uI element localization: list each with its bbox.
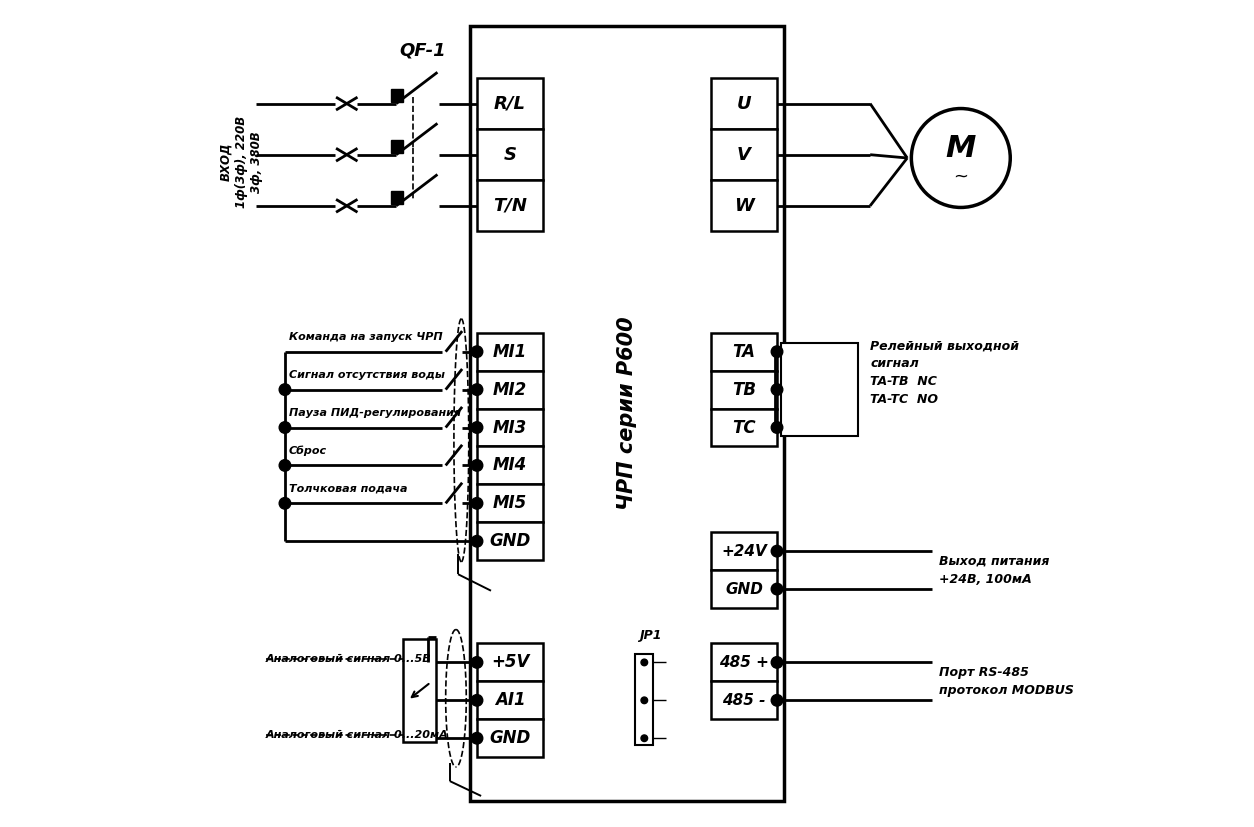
Text: Сброс: Сброс [290, 445, 327, 456]
FancyBboxPatch shape [403, 639, 436, 743]
Text: MI4: MI4 [493, 457, 527, 475]
Bar [391, 140, 403, 153]
FancyBboxPatch shape [470, 26, 784, 801]
Text: ВХОД
1ф(3ф), 220В
3ф, 380В: ВХОД 1ф(3ф), 220В 3ф, 380В [219, 116, 263, 208]
Circle shape [280, 498, 291, 509]
Circle shape [641, 697, 647, 704]
Text: T/N: T/N [493, 197, 527, 215]
Circle shape [472, 536, 483, 547]
Circle shape [771, 346, 782, 357]
Text: MI2: MI2 [493, 380, 527, 399]
Text: Толчковая подача: Толчковая подача [290, 484, 408, 494]
FancyBboxPatch shape [711, 332, 777, 370]
Text: V: V [737, 146, 751, 164]
FancyBboxPatch shape [781, 343, 858, 436]
FancyBboxPatch shape [477, 409, 543, 447]
FancyBboxPatch shape [711, 681, 777, 719]
Circle shape [771, 422, 782, 433]
Circle shape [472, 346, 483, 357]
FancyBboxPatch shape [477, 180, 543, 232]
FancyBboxPatch shape [477, 78, 543, 129]
Text: AI1: AI1 [494, 691, 525, 710]
Text: ЧРП серии P600: ЧРП серии P600 [617, 317, 637, 510]
FancyBboxPatch shape [711, 129, 777, 180]
Text: TA: TA [732, 342, 756, 361]
Text: S: S [503, 146, 517, 164]
FancyBboxPatch shape [477, 681, 543, 719]
FancyBboxPatch shape [636, 654, 653, 745]
Text: MI1: MI1 [493, 342, 527, 361]
FancyBboxPatch shape [711, 643, 777, 681]
Text: TB: TB [732, 380, 756, 399]
Text: TC: TC [732, 418, 756, 437]
Circle shape [771, 545, 782, 557]
FancyBboxPatch shape [711, 570, 777, 608]
Circle shape [771, 583, 782, 595]
Text: M: M [946, 134, 976, 163]
FancyBboxPatch shape [477, 523, 543, 560]
FancyBboxPatch shape [711, 533, 777, 570]
Text: GND: GND [489, 533, 530, 550]
Circle shape [472, 733, 483, 744]
Circle shape [472, 384, 483, 395]
Circle shape [641, 735, 647, 742]
FancyBboxPatch shape [477, 129, 543, 180]
FancyBboxPatch shape [477, 332, 543, 370]
Text: Аналоговый сигнал 0...20мА: Аналоговый сигнал 0...20мА [266, 730, 449, 740]
FancyBboxPatch shape [477, 643, 543, 681]
Text: GND: GND [489, 729, 530, 748]
Text: JP1: JP1 [640, 629, 662, 642]
FancyBboxPatch shape [711, 180, 777, 232]
Circle shape [771, 657, 782, 668]
Text: Команда на запуск ЧРП: Команда на запуск ЧРП [290, 332, 443, 342]
Text: MI3: MI3 [493, 418, 527, 437]
Text: Порт RS-485
протокол MODBUS: Порт RS-485 протокол MODBUS [938, 666, 1073, 697]
FancyBboxPatch shape [477, 447, 543, 485]
Text: GND: GND [725, 581, 762, 596]
Text: +5V: +5V [490, 653, 529, 672]
Circle shape [641, 659, 647, 666]
Text: W: W [734, 197, 754, 215]
Circle shape [472, 422, 483, 433]
Text: ~: ~ [953, 167, 968, 185]
Text: Пауза ПИД-регулирования: Пауза ПИД-регулирования [290, 408, 461, 418]
Text: R/L: R/L [494, 94, 525, 112]
Circle shape [280, 422, 291, 433]
FancyBboxPatch shape [477, 485, 543, 523]
Text: QF-1: QF-1 [399, 42, 446, 60]
Text: Аналоговый сигнал 0...5В: Аналоговый сигнал 0...5В [266, 654, 431, 664]
Bar [391, 88, 403, 102]
FancyBboxPatch shape [477, 719, 543, 758]
Circle shape [280, 384, 291, 395]
Text: 485 -: 485 - [722, 693, 766, 708]
Bar [391, 191, 403, 204]
FancyBboxPatch shape [711, 370, 777, 409]
Circle shape [472, 460, 483, 471]
Text: 485 +: 485 + [719, 655, 769, 670]
Circle shape [771, 384, 782, 395]
Text: Выход питания
+24В, 100мА: Выход питания +24В, 100мА [938, 555, 1048, 586]
FancyBboxPatch shape [477, 370, 543, 409]
Circle shape [771, 695, 782, 706]
Circle shape [472, 498, 483, 509]
FancyBboxPatch shape [711, 409, 777, 447]
Text: MI5: MI5 [493, 495, 527, 513]
Circle shape [280, 460, 291, 471]
Text: Сигнал отсутствия воды: Сигнал отсутствия воды [290, 370, 445, 380]
Circle shape [472, 695, 483, 706]
Circle shape [472, 657, 483, 668]
Text: Релейный выходной
сигнал
TA-TB  NC
TA-TC  NO: Релейный выходной сигнал TA-TB NC TA-TC … [870, 339, 1020, 406]
Text: +24V: +24V [721, 543, 767, 559]
FancyBboxPatch shape [711, 78, 777, 129]
Text: U: U [737, 94, 751, 112]
